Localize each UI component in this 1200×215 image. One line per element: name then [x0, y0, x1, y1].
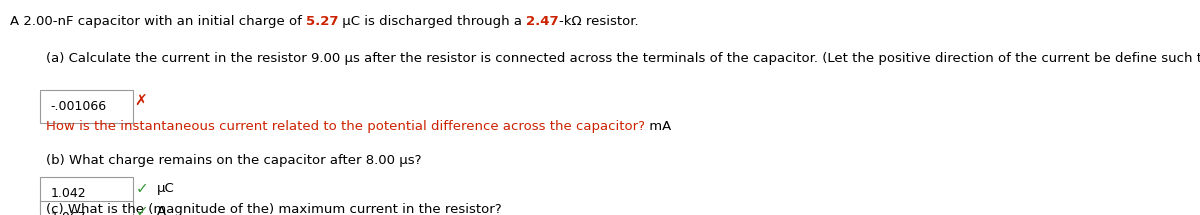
Text: ✓: ✓ [136, 204, 149, 215]
Text: A: A [157, 205, 167, 215]
Text: -.001066: -.001066 [50, 100, 107, 113]
FancyBboxPatch shape [40, 177, 133, 210]
Text: ✓: ✓ [136, 181, 149, 196]
Text: ✗: ✗ [134, 94, 148, 109]
Text: (a) Calculate the current in the resistor 9.00 μs after the resistor is connecte: (a) Calculate the current in the resisto… [46, 52, 1200, 64]
FancyBboxPatch shape [40, 90, 133, 123]
Text: μC is discharged through a: μC is discharged through a [338, 15, 527, 28]
Text: 5.27: 5.27 [306, 15, 338, 28]
Text: A 2.00-nF capacitor with an initial charge of: A 2.00-nF capacitor with an initial char… [10, 15, 306, 28]
FancyBboxPatch shape [40, 201, 133, 215]
Text: 2.47: 2.47 [527, 15, 559, 28]
Text: -kΩ resistor.: -kΩ resistor. [559, 15, 638, 28]
Text: μC: μC [157, 182, 175, 195]
Text: (b) What charge remains on the capacitor after 8.00 μs?: (b) What charge remains on the capacitor… [46, 154, 421, 167]
Text: mA: mA [644, 120, 671, 133]
Text: How is the instantaneous current related to the potential difference across the : How is the instantaneous current related… [46, 120, 644, 133]
Text: 1.042: 1.042 [50, 187, 86, 200]
Text: (c) What is the (magnitude of the) maximum current in the resistor?: (c) What is the (magnitude of the) maxim… [46, 203, 502, 215]
Text: 1.067: 1.067 [50, 211, 86, 215]
